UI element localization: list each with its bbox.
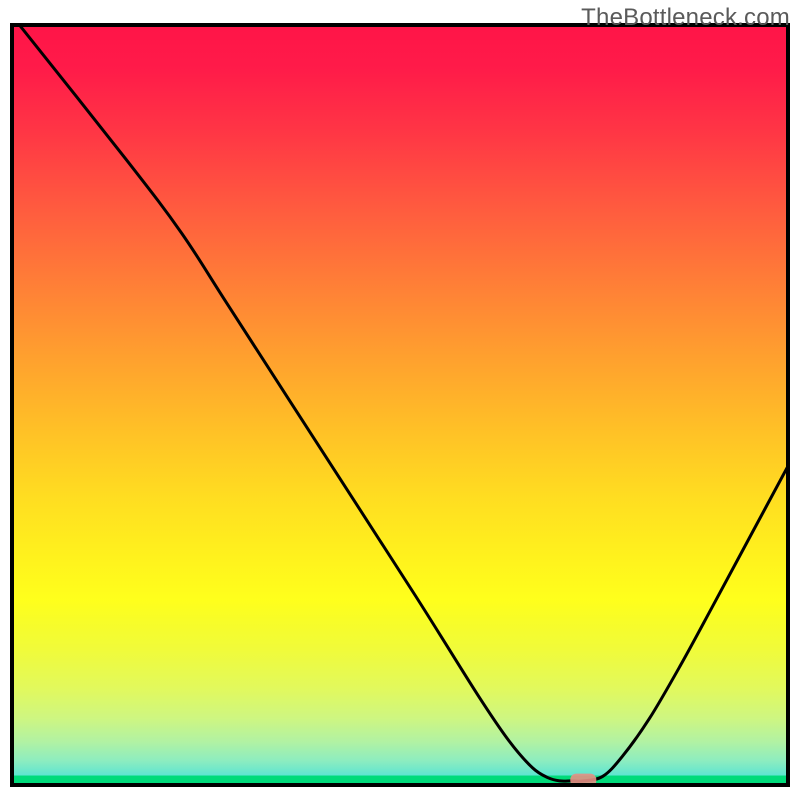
chart-stage: TheBottleneck.com xyxy=(0,0,800,800)
chart-svg xyxy=(0,0,800,800)
watermark-text: TheBottleneck.com xyxy=(581,4,790,32)
plot-area xyxy=(10,23,790,787)
gradient-background xyxy=(10,23,790,787)
